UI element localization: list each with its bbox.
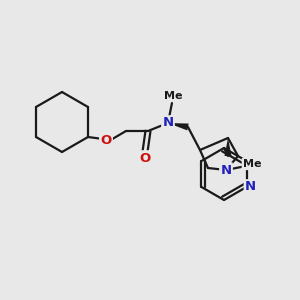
Text: Me: Me [243,159,261,169]
Polygon shape [168,123,189,130]
Text: N: N [162,116,173,130]
Text: N: N [220,164,232,176]
Polygon shape [224,138,232,156]
Text: N: N [245,181,256,194]
Text: O: O [100,134,112,146]
Text: Me: Me [164,91,182,101]
Text: O: O [140,152,151,164]
